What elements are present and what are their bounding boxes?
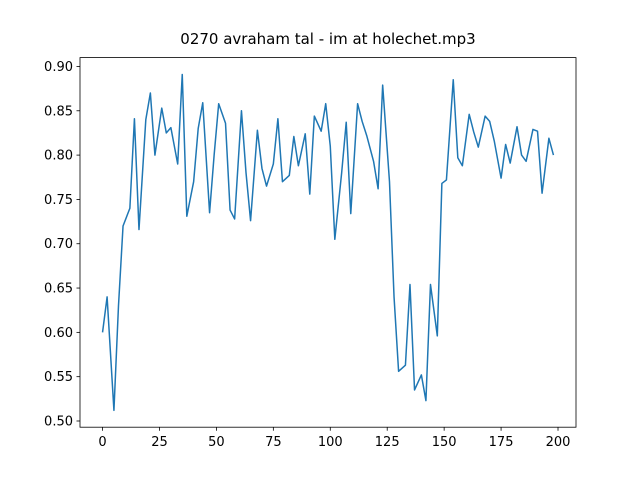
x-tick-label: 100: [318, 435, 343, 450]
y-tick-label: 0.80: [44, 149, 73, 164]
y-tick-label: 0.70: [44, 237, 73, 252]
axes-frame: [79, 57, 577, 428]
x-tick-label: 175: [489, 435, 514, 450]
line-series: [101, 73, 555, 412]
x-tick-label: 75: [265, 435, 282, 450]
y-tick-label: 0.90: [44, 60, 73, 75]
x-tick-label: 150: [432, 435, 457, 450]
x-tick-label: 25: [151, 435, 168, 450]
y-tick-label: 0.75: [44, 193, 73, 208]
x-tick-label: 50: [208, 435, 225, 450]
x-tick-label: 0: [98, 435, 106, 450]
y-tick-label: 0.50: [44, 414, 73, 429]
y-tick-label: 0.85: [44, 104, 73, 119]
x-tick-label: 125: [375, 435, 400, 450]
y-tick-label: 0.55: [44, 370, 73, 385]
x-tick-label: 200: [546, 435, 571, 450]
y-tick-label: 0.60: [44, 326, 73, 341]
y-tick-label: 0.65: [44, 282, 73, 297]
chart-title: 0270 avraham tal - im at holechet.mp3: [180, 30, 475, 48]
